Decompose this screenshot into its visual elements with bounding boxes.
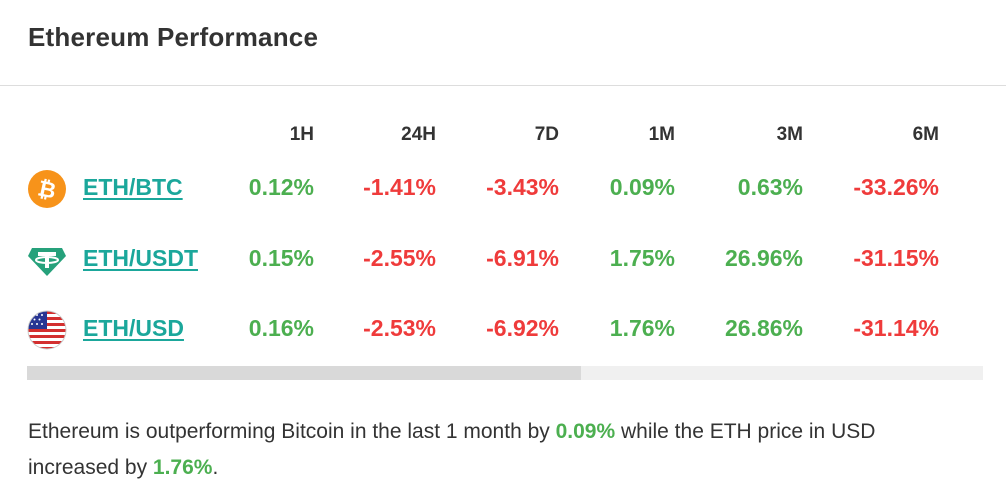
change-7d: -6.92% <box>486 315 559 341</box>
change-3m: 26.96% <box>724 245 803 271</box>
col-header-24h: 24H <box>401 124 436 145</box>
change-6m: -31.15% <box>853 245 939 271</box>
change-7d: -6.91% <box>486 245 559 271</box>
header: Ethereum Performance <box>0 0 1006 86</box>
table-row: ETH/USD 0.16% -2.53% -6.92% 1.76% 26.86%… <box>0 305 1006 355</box>
col-header-7d: 7D <box>534 124 559 145</box>
page-title: Ethereum Performance <box>28 22 319 52</box>
us-flag-icon <box>27 310 67 350</box>
bitcoin-icon: ₿ <box>27 169 67 209</box>
tether-icon <box>27 240 67 280</box>
change-1m: 1.76% <box>609 315 675 341</box>
scrollbar-thumb[interactable] <box>27 366 581 380</box>
summary-btc-value: 0.09% <box>555 420 616 443</box>
change-7d: -3.43% <box>486 174 559 200</box>
performance-summary: Ethereum is outperforming Bitcoin in the… <box>28 414 968 486</box>
summary-text: . <box>212 456 219 479</box>
pair-link-eth-btc[interactable]: ETH/BTC <box>83 174 183 200</box>
col-header-3m: 3M <box>776 124 803 145</box>
change-1m: 1.75% <box>609 245 675 271</box>
col-header-6m: 6M <box>912 124 939 145</box>
table-row: ETH/USDT 0.15% -2.55% -6.91% 1.75% 26.96… <box>0 235 1006 285</box>
table-row: ₿ ETH/BTC 0.12% -1.41% -3.43% 0.09% 0.63… <box>0 164 1006 214</box>
change-1h: 0.16% <box>248 315 314 341</box>
change-6m: -31.14% <box>853 315 939 341</box>
col-header-1h: 1H <box>289 124 314 145</box>
svg-text:₿: ₿ <box>35 176 58 204</box>
change-6m: -33.26% <box>853 174 939 200</box>
col-header-1m: 1M <box>648 124 675 145</box>
change-3m: 0.63% <box>737 174 803 200</box>
horizontal-scrollbar[interactable] <box>27 366 983 380</box>
change-1h: 0.15% <box>248 245 314 271</box>
summary-text: while the ETH price in USD increased by <box>28 420 876 479</box>
change-1h: 0.12% <box>248 174 314 200</box>
pair-link-eth-usd[interactable]: ETH/USD <box>83 315 184 341</box>
change-1m: 0.09% <box>609 174 675 200</box>
pair-link-eth-usdt[interactable]: ETH/USDT <box>83 245 198 271</box>
change-24h: -2.53% <box>363 315 436 341</box>
change-24h: -1.41% <box>363 174 436 200</box>
summary-text: Ethereum is outperforming Bitcoin in the… <box>28 420 556 443</box>
summary-usd-value: 1.76% <box>152 456 213 479</box>
change-3m: 26.86% <box>724 315 803 341</box>
change-24h: -2.55% <box>363 245 436 271</box>
